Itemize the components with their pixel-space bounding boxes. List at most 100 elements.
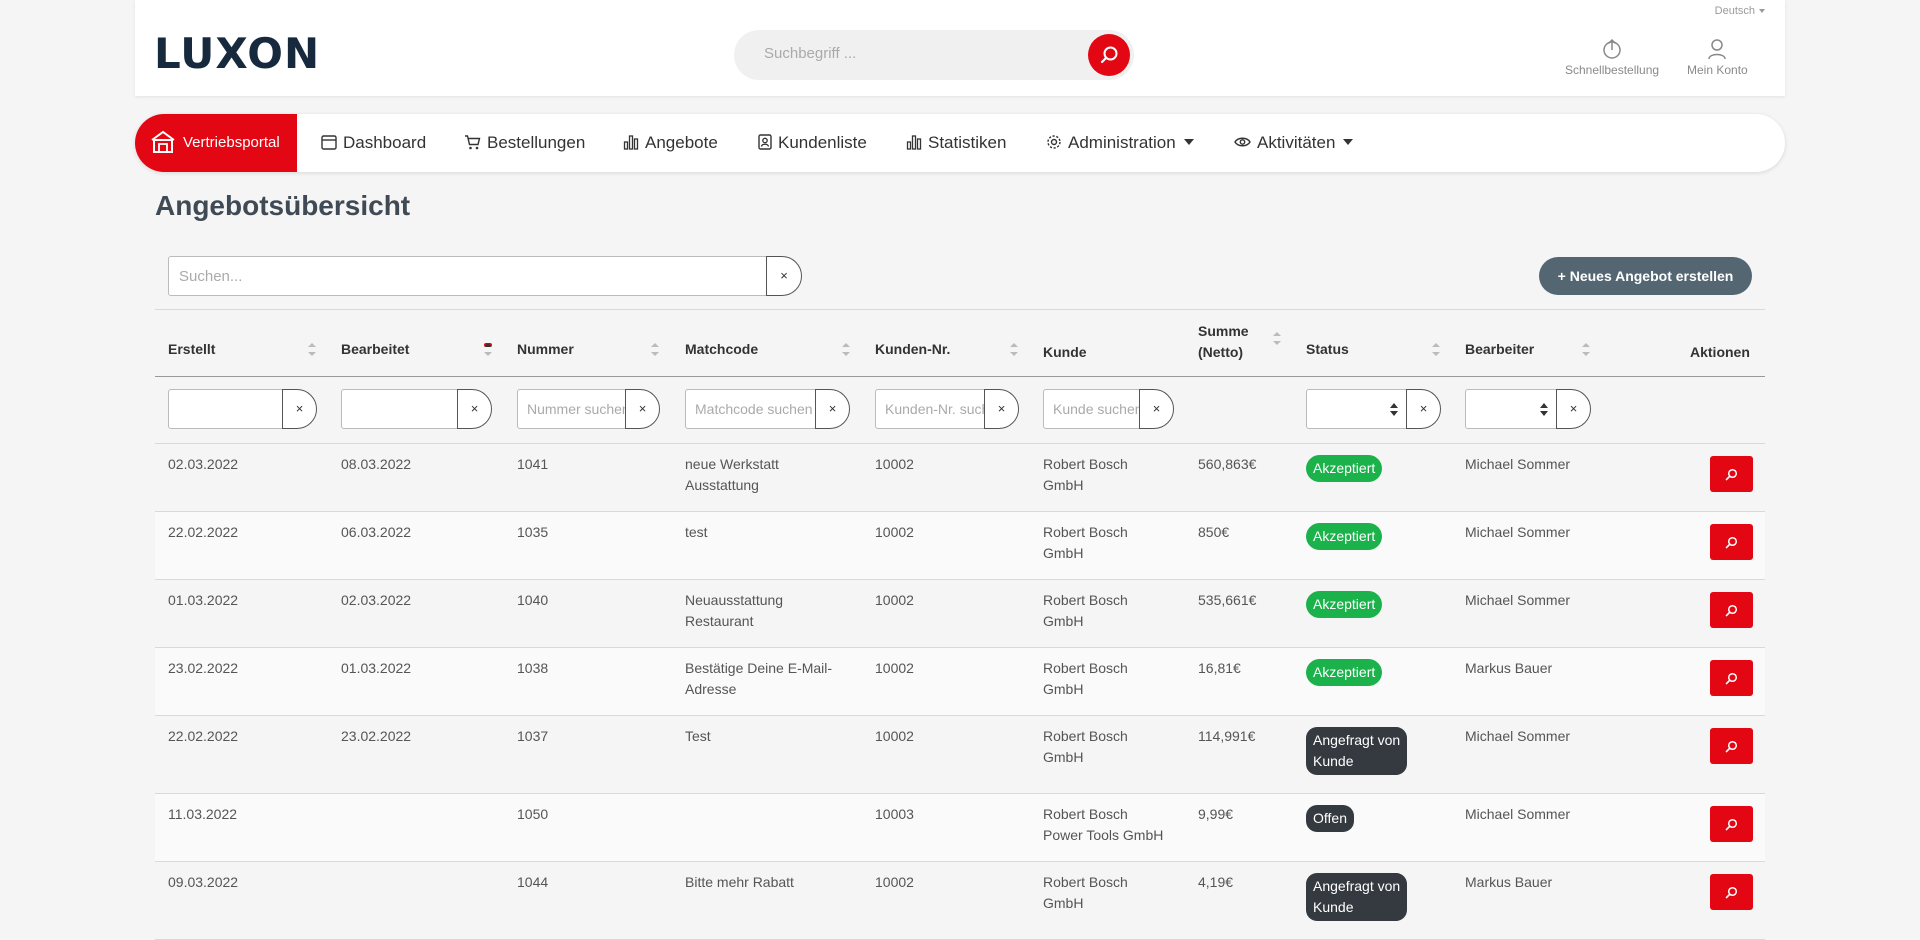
cell-number: 1050 — [517, 806, 549, 822]
search-icon — [1725, 604, 1738, 617]
nav-sales-portal-label: Vertriebsportal — [183, 134, 280, 151]
cell-matchcode: Bitte mehr Rabatt — [685, 872, 794, 893]
column-header-sum[interactable]: Summe (Netto) — [1198, 321, 1249, 363]
filter-customer[interactable] — [1043, 389, 1140, 429]
column-header-actions: Aktionen — [1690, 344, 1750, 360]
view-offer-button[interactable] — [1710, 660, 1753, 696]
nav-orders[interactable]: Bestellungen — [464, 132, 585, 154]
cell-sum: 4,19€ — [1198, 874, 1234, 890]
filter-matchcode[interactable] — [685, 389, 816, 429]
filter-edited-input[interactable] — [342, 390, 458, 428]
top-header: LUXON Deutsch Schnellbestellung Mein Kon… — [135, 0, 1785, 96]
column-header-customer: Kunde — [1043, 344, 1087, 360]
nav-administration[interactable]: Administration — [1046, 132, 1194, 154]
global-search — [734, 30, 1134, 80]
new-offer-button[interactable]: + Neues Angebot erstellen — [1539, 257, 1752, 295]
filter-number-input[interactable] — [518, 390, 625, 428]
table-row: 22.02.2022 06.03.2022 1035 test 10002 Robert … — [155, 512, 1765, 579]
nav-statistics-label: Statistiken — [928, 133, 1007, 152]
divider — [155, 309, 1765, 310]
sort-icon[interactable] — [307, 343, 317, 357]
customer-line1: Robert Bosch — [1043, 806, 1128, 822]
quick-order-link[interactable]: Schnellbestellung — [1565, 38, 1659, 77]
view-offer-button[interactable] — [1710, 806, 1753, 842]
view-offer-button[interactable] — [1710, 592, 1753, 628]
cell-customer-no: 10003 — [875, 806, 914, 822]
filter-editor-select[interactable] — [1465, 389, 1557, 429]
sort-ascending-icon[interactable] — [483, 343, 493, 357]
nav-activities[interactable]: Aktivitäten — [1234, 132, 1354, 154]
filter-created[interactable] — [168, 389, 283, 429]
column-header-editor[interactable]: Bearbeiter — [1465, 341, 1535, 357]
luxon-logo[interactable]: LUXON — [154, 29, 321, 78]
clear-search-button[interactable]: × — [766, 256, 802, 296]
filter-customer-no-input[interactable] — [876, 390, 984, 428]
sort-icon[interactable] — [841, 343, 851, 357]
filter-customer-clear[interactable]: × — [1139, 389, 1174, 429]
bar-chart-icon — [623, 135, 639, 150]
nav-statistics[interactable]: Statistiken — [906, 132, 1006, 154]
filter-number-clear[interactable]: × — [625, 389, 660, 429]
column-header-number[interactable]: Nummer — [517, 341, 574, 357]
user-icon — [1708, 39, 1727, 60]
customer-line2: GmbH — [1043, 895, 1084, 911]
cell-created: 22.02.2022 — [168, 524, 239, 540]
column-header-customer-no[interactable]: Kunden-Nr. — [875, 341, 951, 357]
table-row: 11.03.2022 1050 10003 Robert Bosch Power Too… — [155, 794, 1765, 861]
filter-matchcode-input[interactable] — [686, 390, 815, 428]
filter-matchcode-clear[interactable]: × — [815, 389, 850, 429]
cell-customer: Robert Bosch GmbH — [1043, 726, 1128, 768]
contact-card-icon — [758, 134, 772, 150]
cell-matchcode: Test — [685, 726, 711, 747]
cell-editor: Michael Sommer — [1465, 728, 1571, 744]
sum-header-line1: Summe — [1198, 323, 1249, 339]
filter-customer-no[interactable] — [875, 389, 985, 429]
nav-offers[interactable]: Angebote — [623, 132, 718, 154]
sort-icon[interactable] — [1272, 332, 1282, 346]
account-link[interactable]: Mein Konto — [1687, 38, 1748, 77]
status-text: Akzeptiert — [1313, 528, 1376, 544]
offer-search-input[interactable] — [179, 268, 739, 285]
matchcode-line2: Restaurant — [685, 613, 754, 629]
matchcode-line1: Bitte mehr Rabatt — [685, 874, 794, 890]
nav-dashboard[interactable]: Dashboard — [321, 132, 426, 154]
sort-icon[interactable] — [650, 343, 660, 357]
filter-status-select[interactable] — [1306, 389, 1407, 429]
matchcode-line2: Ausstattung — [685, 477, 759, 493]
bar-chart-icon — [906, 135, 922, 150]
view-offer-button[interactable] — [1710, 456, 1753, 492]
sort-icon[interactable] — [1009, 343, 1019, 357]
filter-created-clear[interactable]: × — [282, 389, 317, 429]
filter-customer-no-clear[interactable]: × — [984, 389, 1019, 429]
global-search-button[interactable] — [1088, 34, 1130, 76]
view-offer-button[interactable] — [1710, 524, 1753, 560]
divider — [155, 715, 1765, 716]
customer-line1: Robert Bosch — [1043, 660, 1128, 676]
matchcode-line1: Test — [685, 728, 711, 744]
column-header-created[interactable]: Erstellt — [168, 341, 216, 357]
column-header-status[interactable]: Status — [1306, 341, 1349, 357]
global-search-input[interactable] — [764, 45, 1064, 62]
filter-status-clear[interactable]: × — [1406, 389, 1441, 429]
column-header-matchcode[interactable]: Matchcode — [685, 341, 759, 357]
filter-created-input[interactable] — [169, 390, 282, 428]
view-offer-button[interactable] — [1710, 728, 1753, 764]
language-selector[interactable]: Deutsch — [1715, 5, 1765, 17]
search-icon — [1725, 740, 1738, 753]
nav-administration-label: Administration — [1068, 133, 1176, 152]
view-offer-button[interactable] — [1710, 874, 1753, 910]
nav-customer-list[interactable]: Kundenliste — [758, 132, 867, 154]
cell-sum: 850€ — [1198, 524, 1230, 540]
status-line2: Kunde — [1313, 753, 1354, 769]
cell-sum: 114,991€ — [1198, 728, 1256, 744]
column-header-edited[interactable]: Bearbeitet — [341, 341, 410, 357]
filter-edited[interactable] — [341, 389, 459, 429]
filter-customer-input[interactable] — [1044, 390, 1139, 428]
sort-icon[interactable] — [1431, 343, 1441, 357]
nav-dashboard-label: Dashboard — [343, 133, 427, 152]
nav-sales-portal[interactable]: Vertriebsportal — [135, 114, 297, 172]
filter-number[interactable] — [517, 389, 626, 429]
filter-editor-clear[interactable]: × — [1556, 389, 1591, 429]
sort-icon[interactable] — [1581, 343, 1591, 357]
filter-edited-clear[interactable]: × — [457, 389, 492, 429]
